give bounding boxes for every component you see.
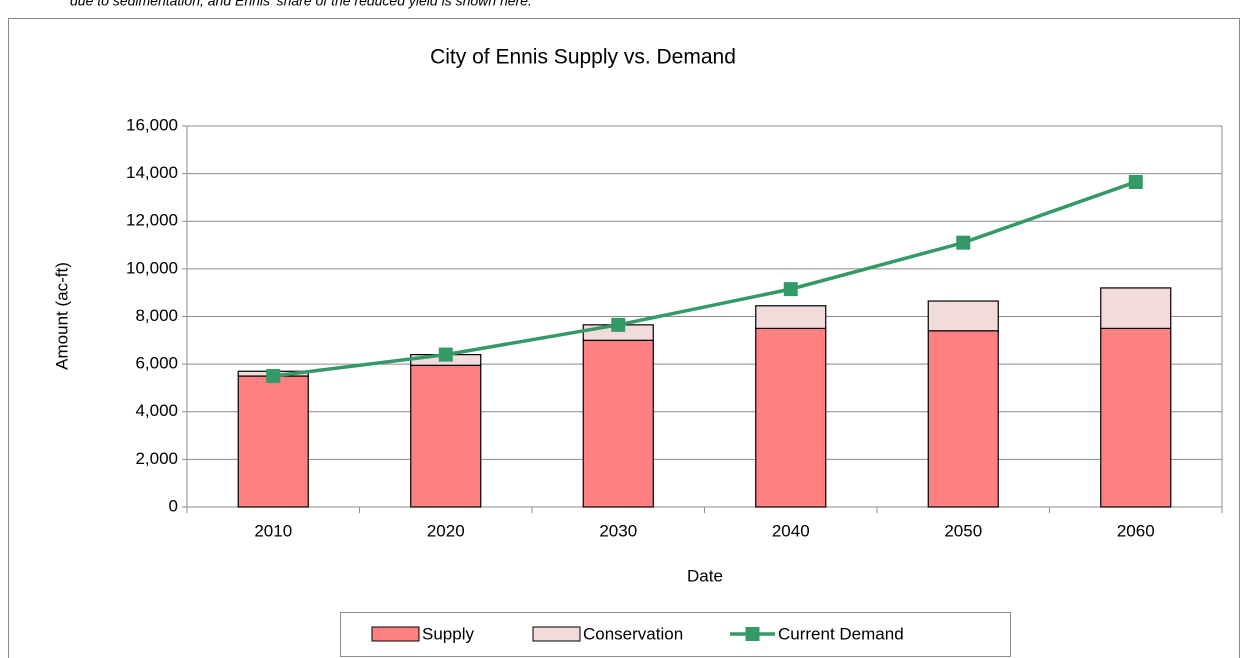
- y-tick-label: 4,000: [135, 401, 178, 420]
- bar: [1100, 287, 1172, 330]
- y-tick-label: 2,000: [135, 449, 178, 468]
- line-marker: [783, 282, 798, 297]
- bar: [927, 300, 999, 332]
- x-axis-label: Date: [687, 566, 723, 585]
- x-tick-label: 2060: [1117, 521, 1155, 540]
- line-marker: [266, 369, 281, 384]
- y-tick-label: 14,000: [126, 163, 178, 182]
- legend-swatch: [745, 627, 760, 641]
- legend-box: [340, 612, 1011, 657]
- chart-title: City of Ennis Supply vs. Demand: [430, 46, 736, 69]
- y-tick-label: 8,000: [135, 306, 178, 325]
- legend-swatch: [371, 626, 420, 642]
- y-tick-label: 0: [169, 496, 178, 515]
- line-marker: [438, 347, 453, 362]
- bar: [410, 364, 482, 508]
- line-marker: [956, 235, 971, 250]
- line: [273, 180, 1137, 378]
- y-tick-label: 16,000: [126, 115, 178, 134]
- line-marker: [611, 317, 626, 332]
- x-tick-label: 2030: [599, 521, 637, 540]
- bar: [1100, 327, 1172, 508]
- x-tick-label: 2050: [944, 521, 982, 540]
- x-tick-label: 2020: [427, 521, 465, 540]
- y-tick-label: 6,000: [135, 354, 178, 373]
- legend-label: Current Demand: [778, 624, 904, 643]
- note: due to sedimentation, and Ennis' share o…: [70, 0, 532, 9]
- chart-border: [8, 18, 1240, 658]
- legend-label: Conservation: [583, 624, 683, 643]
- line-marker: [1128, 174, 1143, 189]
- legend-swatch: [532, 626, 581, 642]
- x-tick-label: 2040: [772, 521, 810, 540]
- x-tick-label: 2010: [254, 521, 292, 540]
- bar: [755, 305, 827, 330]
- bar: [582, 339, 654, 508]
- y-tick-label: 12,000: [126, 211, 178, 230]
- bar: [237, 375, 309, 508]
- y-tick-label: 10,000: [126, 258, 178, 277]
- legend-label: Supply: [422, 624, 474, 643]
- bar: [927, 330, 999, 508]
- y-axis-label: Amount (ac-ft): [52, 262, 71, 370]
- bar: [755, 327, 827, 508]
